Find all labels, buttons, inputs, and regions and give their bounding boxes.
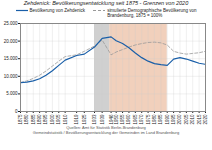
svg-text:1875: 1875 [18,114,23,125]
svg-text:2000: 2000 [177,114,182,125]
svg-text:10.000: 10.000 [4,74,18,79]
svg-text:1955: 1955 [120,114,125,125]
html-text:Zehdenick: Bevölkerungsentwick: Zehdenick: Bevölkerungsentwicklung seit … [23,0,189,6]
svg-text:2020: 2020 [203,114,208,125]
svg-text:1985: 1985 [158,114,163,125]
svg-text:1900: 1900 [50,114,55,125]
svg-text:2005: 2005 [184,114,189,125]
svg-text:1919: 1919 [74,114,79,125]
svg-text:1895: 1895 [43,114,48,125]
svg-text:1890: 1890 [37,114,42,125]
svg-text:1975: 1975 [146,114,151,125]
svg-text:1960: 1960 [126,114,131,125]
svg-text:1990: 1990 [165,114,170,125]
svg-text:2015: 2015 [197,114,202,125]
svg-text:1933: 1933 [92,114,97,125]
svg-text:1885: 1885 [31,114,36,125]
svg-text:15.000: 15.000 [4,56,18,61]
svg-text:1980: 1980 [152,114,157,125]
html-text:simulierte Demographische Bevö: simulierte Demographische Bevölkerung vo… [107,8,197,18]
svg-text:1939: 1939 [100,114,105,125]
svg-text:0: 0 [15,109,18,114]
svg-text:1905: 1905 [56,114,61,125]
svg-text:1965: 1965 [133,114,138,125]
svg-text:2010: 2010 [190,114,195,125]
svg-text:20.000: 20.000 [4,39,18,44]
svg-text:1946: 1946 [108,114,114,125]
svg-text:1880: 1880 [24,114,29,125]
html-text:Bevölkerung von Zehdenick: Bevölkerung von Zehdenick [29,8,86,13]
html-text:Quellen: Amt für Statistik Ber: Quellen: Amt für Statistik Berlin-Brande… [66,125,146,130]
svg-text:1950: 1950 [114,114,119,125]
svg-text:1910: 1910 [63,114,68,125]
svg-text:25.000: 25.000 [4,21,18,26]
svg-text:1970: 1970 [139,114,144,125]
svg-text:1925: 1925 [82,114,87,125]
svg-text:5.000: 5.000 [6,91,18,96]
html-text:Gemeindstatistik / Bevölkerung: Gemeindstatistik / Bevölkerungsentwicklu… [32,130,180,135]
svg-text:1995: 1995 [171,114,176,125]
